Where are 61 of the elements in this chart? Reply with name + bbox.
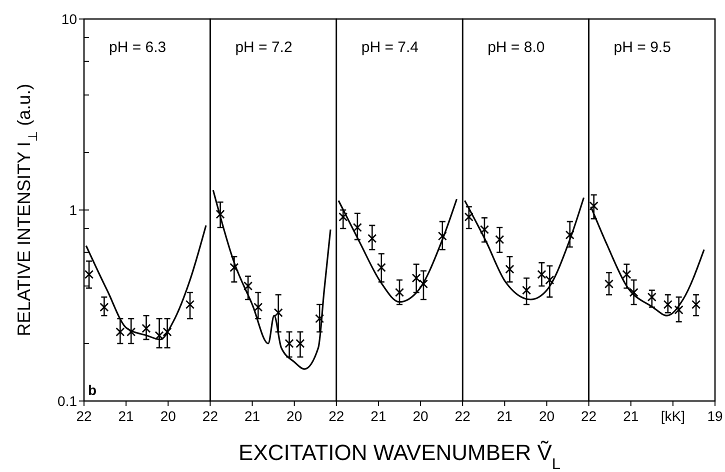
text: pH = 9.5 (614, 39, 671, 56)
x-tick-label: 21 (623, 408, 639, 424)
point (338, 212, 348, 222)
point (185, 300, 195, 310)
point (376, 262, 386, 272)
x-tick-label: 21 (118, 408, 134, 424)
point (622, 270, 632, 279)
point (142, 324, 151, 333)
text: pH = 6.3 (109, 39, 166, 56)
point (505, 264, 514, 274)
x-tick-label: [kK] (660, 408, 685, 424)
y-tick-label: 0.1 (58, 393, 78, 409)
point (412, 274, 421, 283)
point (663, 300, 672, 310)
point (352, 222, 362, 232)
point (315, 314, 324, 324)
x-tick-label: 20 (538, 408, 555, 424)
text: pH = 7.4 (361, 39, 419, 56)
x-tick-label: 19 (707, 408, 723, 424)
annotation: b (88, 382, 97, 398)
x-axis-title: EXCITATION WAVENUMBER Ṽ$_{L}$ (238, 440, 561, 472)
point (537, 270, 546, 279)
point (604, 279, 614, 288)
point (674, 305, 684, 314)
text: pH = 8.0 (488, 39, 545, 56)
point (565, 230, 574, 240)
point (84, 270, 94, 279)
y-tick-label: 1 (69, 202, 78, 218)
x-tick-label: 22 (581, 408, 597, 424)
point (589, 201, 598, 210)
x-tick-label: 20 (160, 408, 176, 424)
x-tick-label: 22 (202, 408, 218, 424)
x-tick-label: 22 (76, 408, 92, 424)
point (692, 300, 701, 310)
x-tick-label: 22 (454, 408, 471, 424)
x-tick-label: 21 (244, 408, 260, 424)
y-tick-label: 10 (61, 11, 78, 27)
point (254, 302, 263, 312)
point (480, 225, 490, 234)
point (100, 302, 109, 312)
point (368, 234, 377, 243)
point (162, 327, 172, 336)
text: pH = 7.2 (235, 39, 292, 56)
x-tick-label: 21 (370, 408, 386, 424)
x-tick-label: 20 (412, 408, 429, 424)
point (522, 286, 532, 295)
point (464, 212, 474, 222)
point (394, 288, 404, 298)
point (545, 275, 554, 285)
x-tick-label: 22 (328, 408, 344, 424)
point (647, 292, 656, 302)
point (154, 331, 164, 340)
point (418, 279, 428, 288)
point (495, 235, 504, 244)
point (244, 281, 253, 291)
point (216, 210, 225, 219)
point (438, 232, 447, 241)
x-tick-label: 21 (496, 408, 513, 424)
x-tick-label: 20 (286, 408, 302, 424)
point (230, 262, 239, 272)
point (274, 308, 283, 318)
